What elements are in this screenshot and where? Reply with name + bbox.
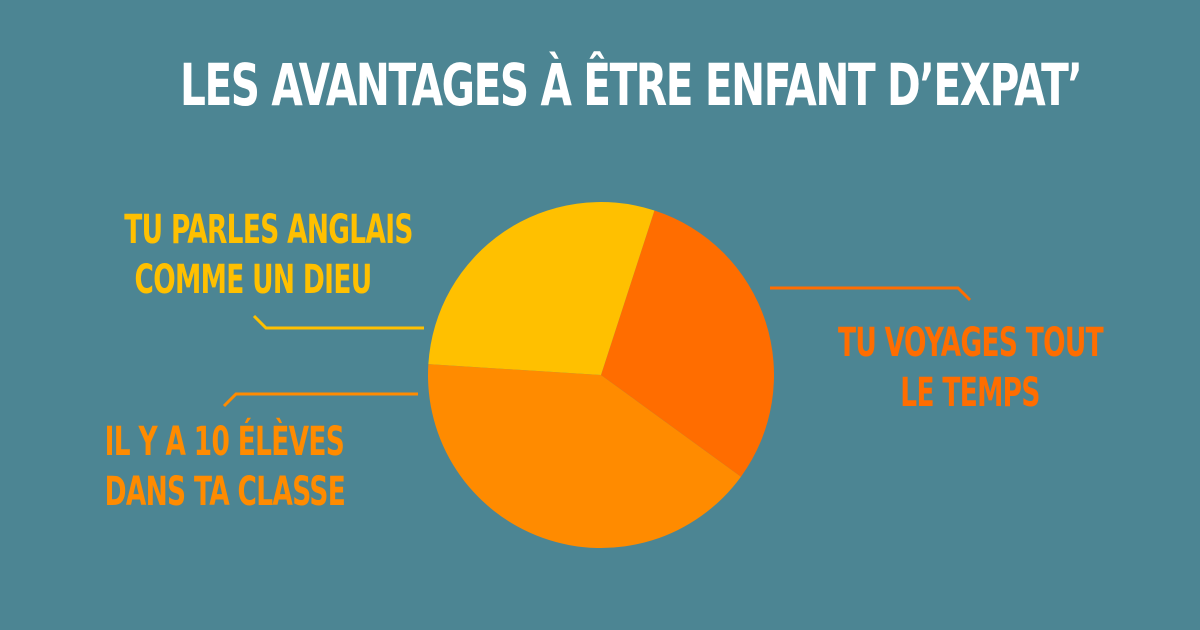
label-leader-lines bbox=[222, 286, 972, 408]
leader-line-class-size bbox=[222, 392, 418, 408]
slice-label-class-size-line-1: IL Y A 10 ÉLÈVES bbox=[104, 419, 345, 465]
leader-line-travel bbox=[770, 286, 972, 302]
slice-label-english: TU PARLES ANGLAIS COMME UN DIEU bbox=[124, 205, 413, 305]
slice-label-class-size-line-2: DANS TA CLASSE bbox=[104, 469, 346, 515]
chart-title: LES AVANTAGES À ÊTRE ENFANT D’EXPAT’ bbox=[180, 51, 1083, 119]
pie-slice-class-size bbox=[427, 364, 741, 549]
pie-slice-english bbox=[428, 202, 655, 375]
slice-label-travel: TU VOYAGES TOUT LE TEMPS bbox=[838, 318, 1104, 418]
slice-label-english-line-1: TU PARLES ANGLAIS bbox=[124, 207, 413, 253]
pie-slices bbox=[427, 202, 775, 549]
leader-line-english bbox=[252, 314, 424, 330]
slice-label-travel-line-2: LE TEMPS bbox=[900, 370, 1040, 416]
slice-label-travel-line-1: TU VOYAGES TOUT bbox=[838, 320, 1104, 366]
pie-slice-travel bbox=[601, 210, 775, 477]
slice-label-class-size: IL Y A 10 ÉLÈVES DANS TA CLASSE bbox=[104, 417, 346, 517]
slice-label-english-line-2: COMME UN DIEU bbox=[134, 257, 373, 303]
